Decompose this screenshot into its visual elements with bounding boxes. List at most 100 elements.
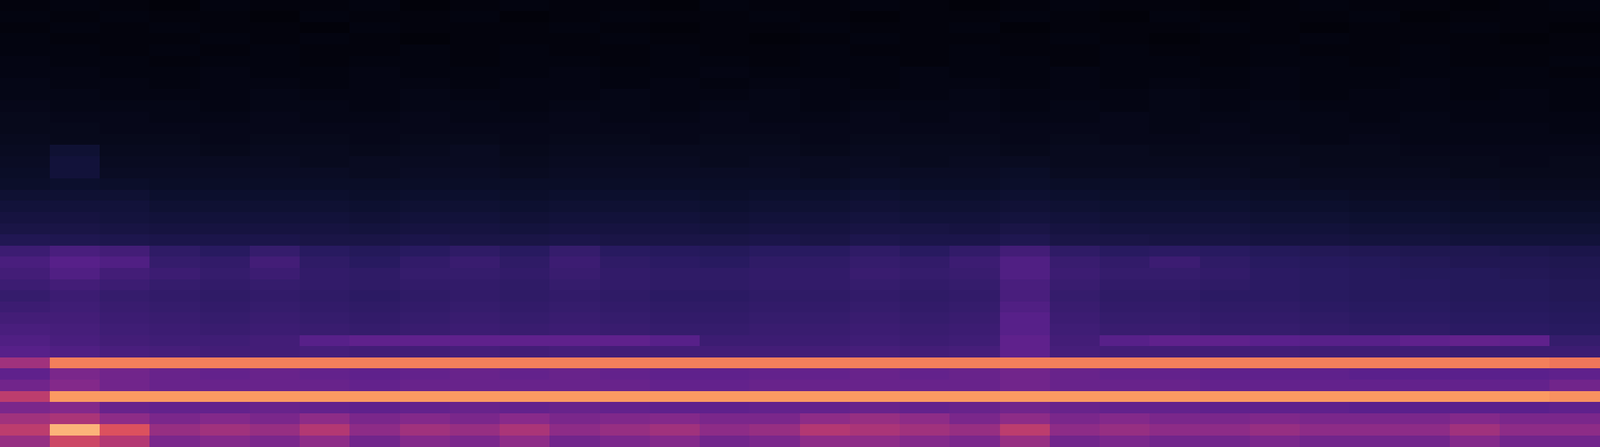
cell	[600, 122, 651, 135]
cell	[1000, 234, 1051, 247]
cell	[649, 323, 701, 337]
cell	[1299, 134, 1351, 146]
cell	[299, 122, 351, 135]
cell	[549, 167, 601, 180]
cell	[1549, 156, 1600, 169]
cell	[449, 178, 501, 191]
cell	[249, 200, 301, 213]
cell	[1149, 10, 1201, 23]
cell	[1149, 357, 1201, 370]
cell	[249, 55, 301, 68]
cell	[400, 134, 451, 146]
cell	[400, 10, 451, 23]
cell	[800, 435, 851, 447]
cell	[499, 0, 551, 12]
cell	[0, 301, 51, 314]
cell	[1149, 189, 1201, 202]
cell	[1499, 200, 1551, 213]
cell	[699, 156, 751, 169]
cell	[1099, 10, 1151, 23]
cell	[699, 10, 751, 23]
cell	[49, 55, 101, 68]
cell	[1249, 32, 1301, 46]
cell	[249, 312, 301, 325]
cell	[699, 323, 751, 337]
cell	[249, 111, 301, 124]
cell	[0, 223, 51, 236]
cell	[649, 234, 701, 247]
cell	[699, 290, 751, 303]
cell	[1200, 22, 1251, 34]
cell	[1400, 189, 1451, 202]
cell	[99, 346, 151, 359]
cell	[349, 357, 401, 370]
cell	[499, 301, 551, 314]
cell	[349, 0, 401, 12]
cell	[749, 156, 801, 169]
cell	[99, 66, 151, 79]
cell	[99, 122, 151, 135]
cell	[99, 256, 151, 269]
cell	[249, 357, 301, 370]
cell	[800, 44, 851, 57]
cell	[549, 111, 601, 124]
cell	[849, 368, 901, 381]
cell	[949, 346, 1001, 359]
cell	[349, 78, 401, 90]
cell	[600, 55, 651, 68]
cell	[49, 212, 101, 225]
cell	[1049, 245, 1101, 258]
cell	[800, 368, 851, 381]
cell	[1449, 402, 1501, 415]
cell	[1349, 167, 1401, 180]
cell	[649, 346, 701, 359]
cell	[749, 301, 801, 314]
cell	[149, 22, 201, 34]
cell	[649, 301, 701, 314]
cell	[699, 301, 751, 314]
cell	[1449, 435, 1501, 447]
cell	[649, 122, 701, 135]
cell	[549, 234, 601, 247]
cell	[1449, 391, 1501, 403]
cell	[849, 391, 901, 403]
cell	[949, 279, 1001, 291]
cell	[600, 413, 651, 425]
cell	[349, 88, 401, 102]
cell	[400, 323, 451, 337]
cell	[299, 78, 351, 90]
cell	[0, 44, 51, 57]
cell	[1249, 167, 1301, 180]
cell	[49, 167, 101, 180]
cell	[749, 0, 801, 12]
cell	[1049, 111, 1101, 124]
cell	[449, 167, 501, 180]
cell	[1000, 88, 1051, 102]
cell	[1049, 178, 1101, 191]
cell	[1149, 312, 1201, 325]
cell	[549, 368, 601, 381]
cell	[200, 312, 251, 325]
cell	[1249, 256, 1301, 269]
cell	[1249, 391, 1301, 403]
cell	[99, 335, 151, 347]
cell	[99, 391, 151, 403]
cell	[0, 0, 51, 12]
cell	[400, 144, 451, 157]
cell	[649, 200, 701, 213]
cell	[800, 301, 851, 314]
cell	[49, 435, 101, 447]
cell	[449, 268, 501, 281]
cell	[1200, 66, 1251, 79]
cell	[0, 200, 51, 213]
cell	[299, 323, 351, 337]
cell	[1049, 335, 1101, 347]
cell	[200, 379, 251, 392]
cell	[1099, 200, 1151, 213]
cell	[649, 22, 701, 34]
cell	[1499, 391, 1551, 403]
cell	[99, 245, 151, 258]
cell	[1000, 391, 1051, 403]
cell	[149, 391, 201, 403]
cell	[749, 234, 801, 247]
